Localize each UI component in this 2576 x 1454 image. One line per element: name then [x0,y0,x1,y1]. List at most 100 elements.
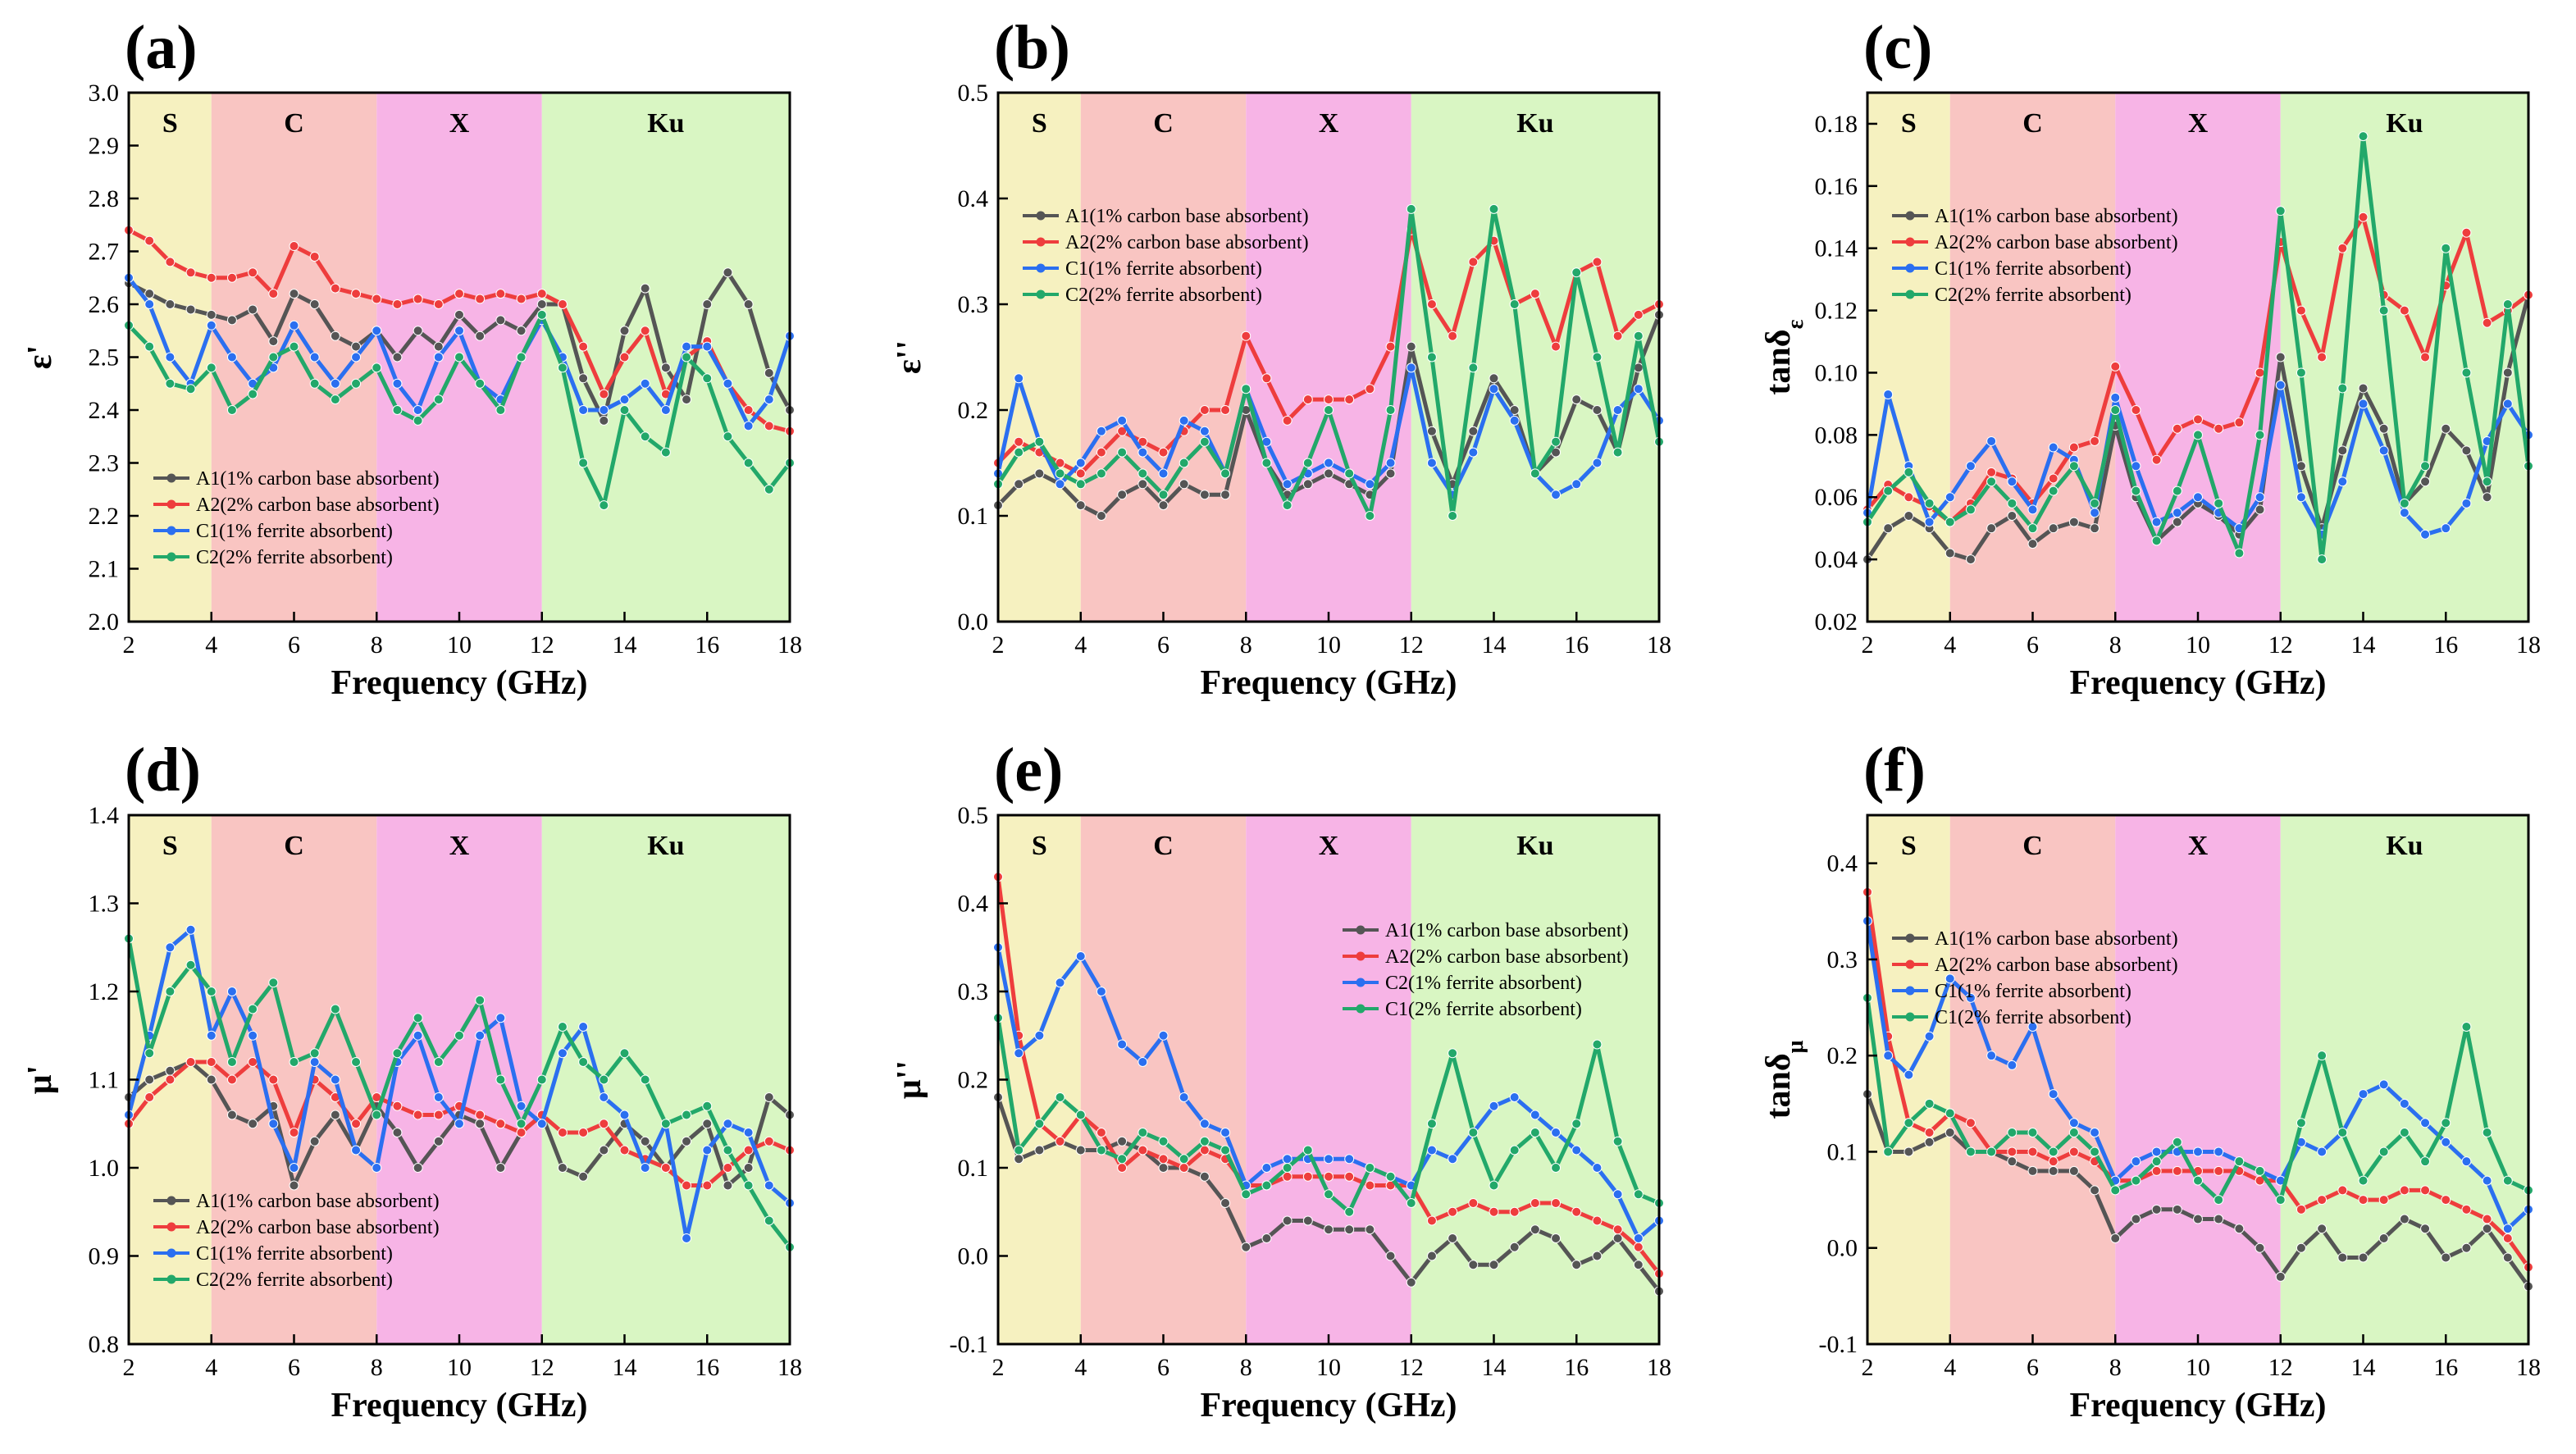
data-point [2317,1146,2328,1157]
data-point [1551,1163,1562,1173]
data-point [1965,461,1976,472]
data-point [495,1163,506,1173]
data-point [309,251,320,262]
y-tick-label: 0.12 [1815,298,1858,325]
y-tick-label: 1.0 [89,1155,120,1182]
panel-c: S C X Ku 2 4 6 8 10 12 14 16 18 0.02 0.04 0.06 0.08 0.10 0… [1760,13,2541,702]
data-point [495,315,506,326]
data-point [1055,479,1065,490]
data-point [682,394,692,405]
data-point [702,341,713,352]
data-point [2358,399,2369,409]
series-c2 [124,309,795,511]
data-point [1924,1031,1935,1042]
data-point [2461,367,2472,378]
x-tick-label: 4 [1944,631,1956,659]
data-point [1468,257,1479,267]
data-point [2234,417,2245,428]
data-point [2461,1156,2472,1167]
data-point [2068,1118,2079,1128]
data-point [1592,458,1603,468]
legend-marker [1036,289,1046,299]
data-point [1014,479,1024,490]
x-tick-label: 8 [2109,631,2122,659]
data-point [1199,1171,1210,1182]
data-point [330,1110,340,1120]
data-point [413,415,423,426]
panel-b: S C X Ku 2 4 6 8 10 12 14 16 18 0.0 0.1 0.2 0.3 0.4 0.5 Fre… [891,13,1671,702]
y-tick-label: 2.0 [89,608,120,636]
data-point [2068,442,2079,453]
data-point [2214,1214,2224,1224]
data-point [2151,1165,2162,1176]
data-point [1179,1092,1189,1102]
data-point [1138,1128,1148,1137]
data-point [2358,1175,2369,1186]
panel-label: (a) [125,13,198,82]
data-point [2048,473,2059,484]
data-point [2090,435,2100,446]
data-point [516,352,527,362]
data-point [1633,384,1644,394]
data-point [1406,1198,1416,1208]
data-point [2048,1156,2059,1167]
x-tick-label: 12 [1399,631,1424,659]
data-point [1924,517,1935,527]
data-point [2048,1089,2059,1100]
data-point [1344,468,1355,479]
data-point [682,352,692,362]
data-point [433,1136,444,1146]
data-point [2234,1156,2245,1167]
data-point [185,924,196,935]
data-point [433,1092,444,1102]
data-point [1075,500,1086,511]
data-point [2482,1214,2492,1224]
data-point [433,352,444,362]
y-tick-label: 0.0 [1827,1235,1858,1262]
panel-a: S C X Ku 2 4 6 8 10 12 14 16 18 2.0 2.1 2.2 2.3 2.4 2.5 2.6… [21,13,802,702]
data-point [1261,458,1272,468]
data-point [144,289,155,299]
data-point [2420,1185,2431,1196]
data-point [1551,490,1562,500]
data-point [2068,517,2079,527]
data-point [682,1233,692,1243]
band-label-c: C [2022,108,2043,139]
legend-label: C1(1% ferrite absorbent) [1935,981,2131,1002]
data-point [2193,492,2203,503]
data-point [578,1171,589,1182]
data-point [702,1180,713,1191]
series-c2 [993,203,1664,521]
data-point [454,289,464,299]
data-point [1199,405,1210,415]
x-tick-label: 4 [1074,631,1087,659]
data-point [1612,1233,1623,1243]
data-point [1302,1215,1313,1226]
data-point [1034,1119,1045,1129]
data-point [2007,511,2017,521]
data-point [1261,1233,1272,1243]
data-point [206,362,217,373]
data-point [2007,1060,2017,1070]
data-point [2441,423,2451,434]
band-label-c: C [1153,831,1174,861]
x-axis-title: Frequency (GHz) [331,1387,588,1424]
data-point [2420,476,2431,487]
x-tick-label: 10 [447,631,472,659]
data-point [743,421,754,431]
data-point [454,309,464,320]
data-point [1344,1154,1355,1165]
data-point [682,1180,692,1191]
x-tick-label: 18 [2516,1354,2541,1381]
panel-label: (d) [125,736,201,804]
x-tick-label: 18 [777,1354,802,1381]
data-point [1158,468,1169,479]
data-point [1158,500,1169,511]
band-ku [2280,815,2528,1344]
data-point [268,289,279,299]
data-point [454,352,464,362]
data-point [2337,1185,2348,1196]
data-point [1158,490,1169,500]
y-tick-label: 2.2 [89,503,120,530]
x-tick-label: 2 [992,1354,1005,1381]
